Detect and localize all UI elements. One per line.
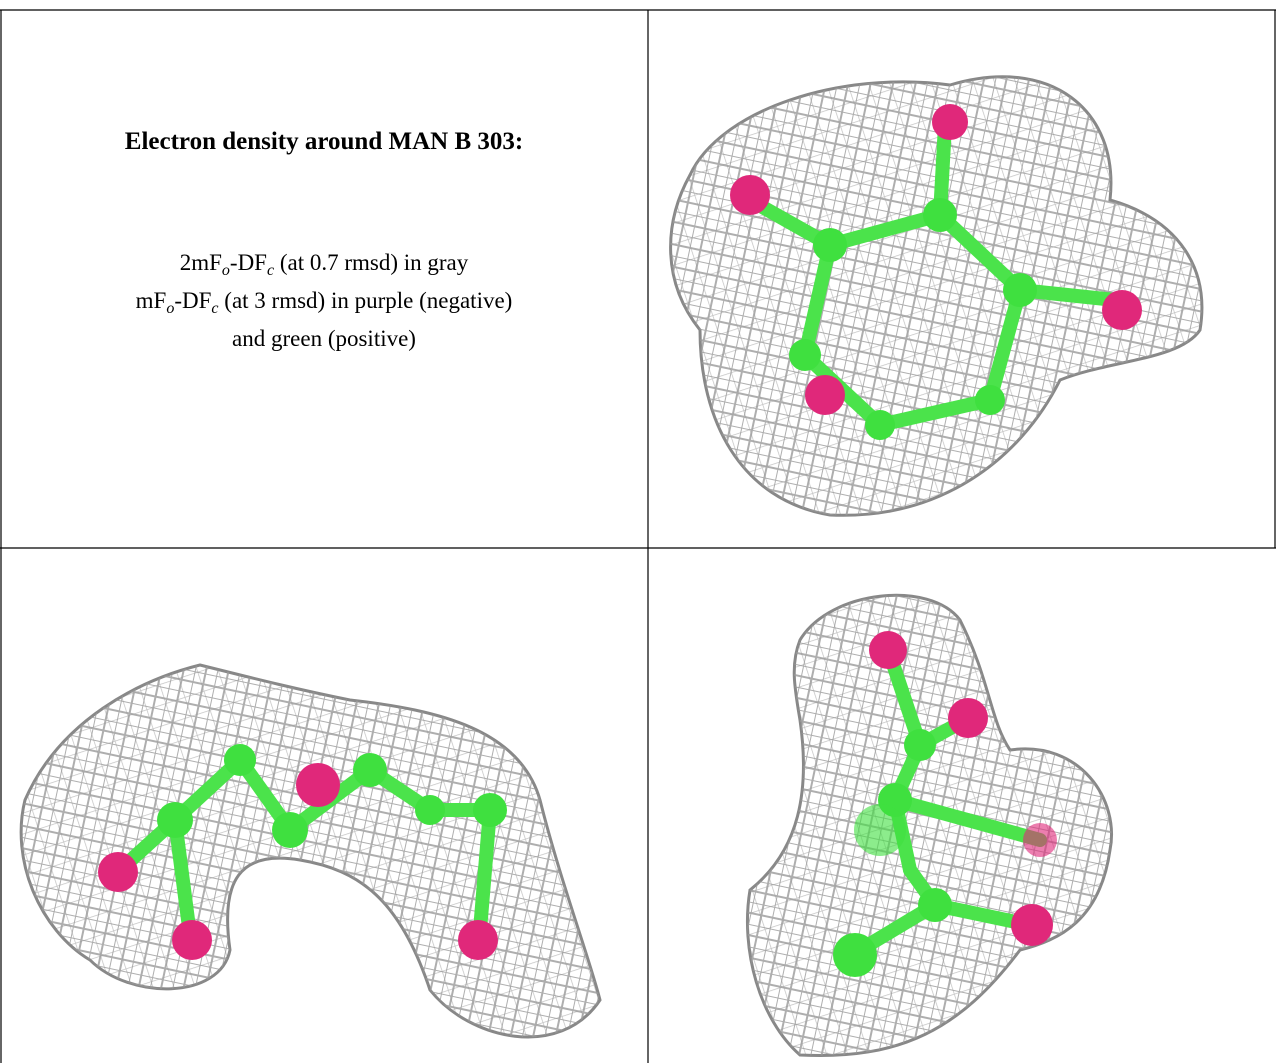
subscript: o	[221, 262, 230, 279]
panel-title: Electron density around MAN B 303:	[124, 128, 524, 155]
text-run: -DF	[229, 250, 267, 275]
table-border	[0, 9, 1276, 1063]
text-run: -DF	[174, 288, 212, 313]
description-line: and green (positive)	[0, 320, 648, 358]
description-line: mFo-DFc (at 3 rmsd) in purple (negative)	[0, 282, 648, 320]
density-view-bottom-left	[19, 663, 602, 1039]
text-run: (at 3 rmsd) in purple (negative)	[218, 288, 513, 313]
subscript: o	[166, 300, 175, 317]
density-view-bottom-right	[746, 593, 1113, 1058]
description-line: 2mFo-DFc (at 0.7 rmsd) in gray	[0, 244, 648, 282]
text-run: (at 0.7 rmsd) in gray	[274, 250, 469, 275]
density-view-top	[669, 75, 1204, 517]
subscript: c	[211, 300, 219, 317]
text-run: mF	[135, 288, 167, 313]
text-run: 2mF	[179, 250, 222, 275]
text-run: and green (positive)	[232, 326, 416, 351]
subscript: c	[266, 262, 275, 279]
description: 2mFo-DFc (at 0.7 rmsd) in gray mFo-DFc (a…	[0, 244, 648, 358]
